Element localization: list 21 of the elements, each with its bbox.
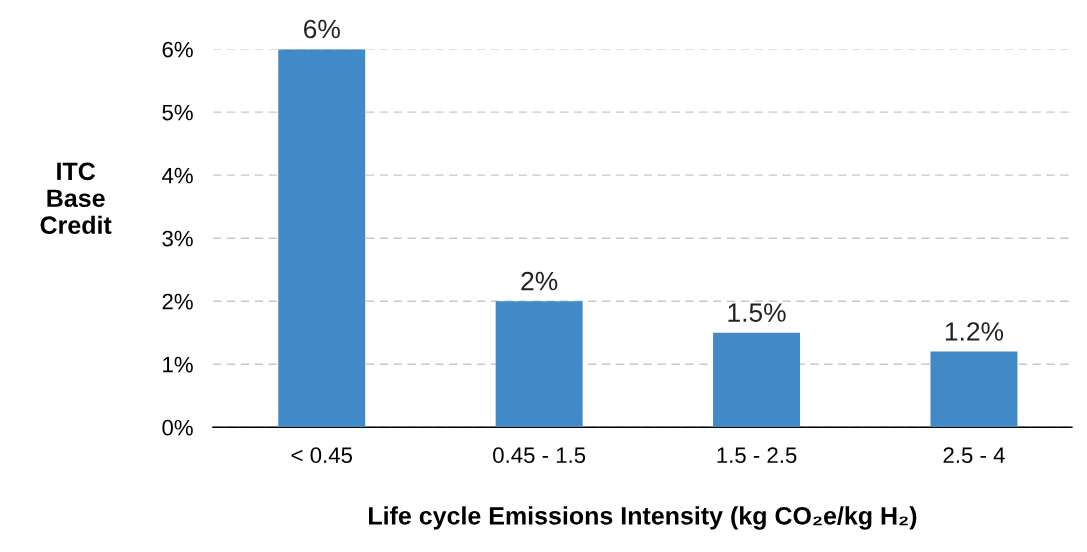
y-tick-label: 1%	[163, 356, 193, 373]
y-axis-title: ITC Base Credit	[40, 162, 112, 235]
data-label: 2%	[521, 271, 558, 291]
bar	[495, 301, 583, 428]
x-tick-label: < 0.45	[291, 447, 353, 464]
x-tick-label: 2.5 - 4	[943, 447, 1005, 464]
y-tick-label: 4%	[162, 167, 193, 184]
y-tick-label: 2%	[162, 293, 193, 310]
data-label: 6%	[304, 19, 340, 39]
bar	[713, 332, 801, 428]
data-label: 1.5%	[728, 303, 786, 322]
y-tick-label: 0%	[162, 419, 193, 436]
y-tick-label: 6%	[162, 41, 193, 58]
x-tick-label: 0.45 - 1.5	[493, 447, 586, 464]
x-axis-title: Life cycle Emissions Intensity (kg CO₂e/kg H₂)	[369, 506, 917, 530]
data-label: 1.2%	[945, 322, 1004, 341]
y-tick-label: 5%	[162, 104, 193, 121]
bar	[930, 351, 1018, 428]
y-tick-label: 3%	[162, 230, 193, 247]
bar	[278, 49, 366, 428]
x-tick-label: 1.5 - 2.5	[717, 447, 797, 464]
